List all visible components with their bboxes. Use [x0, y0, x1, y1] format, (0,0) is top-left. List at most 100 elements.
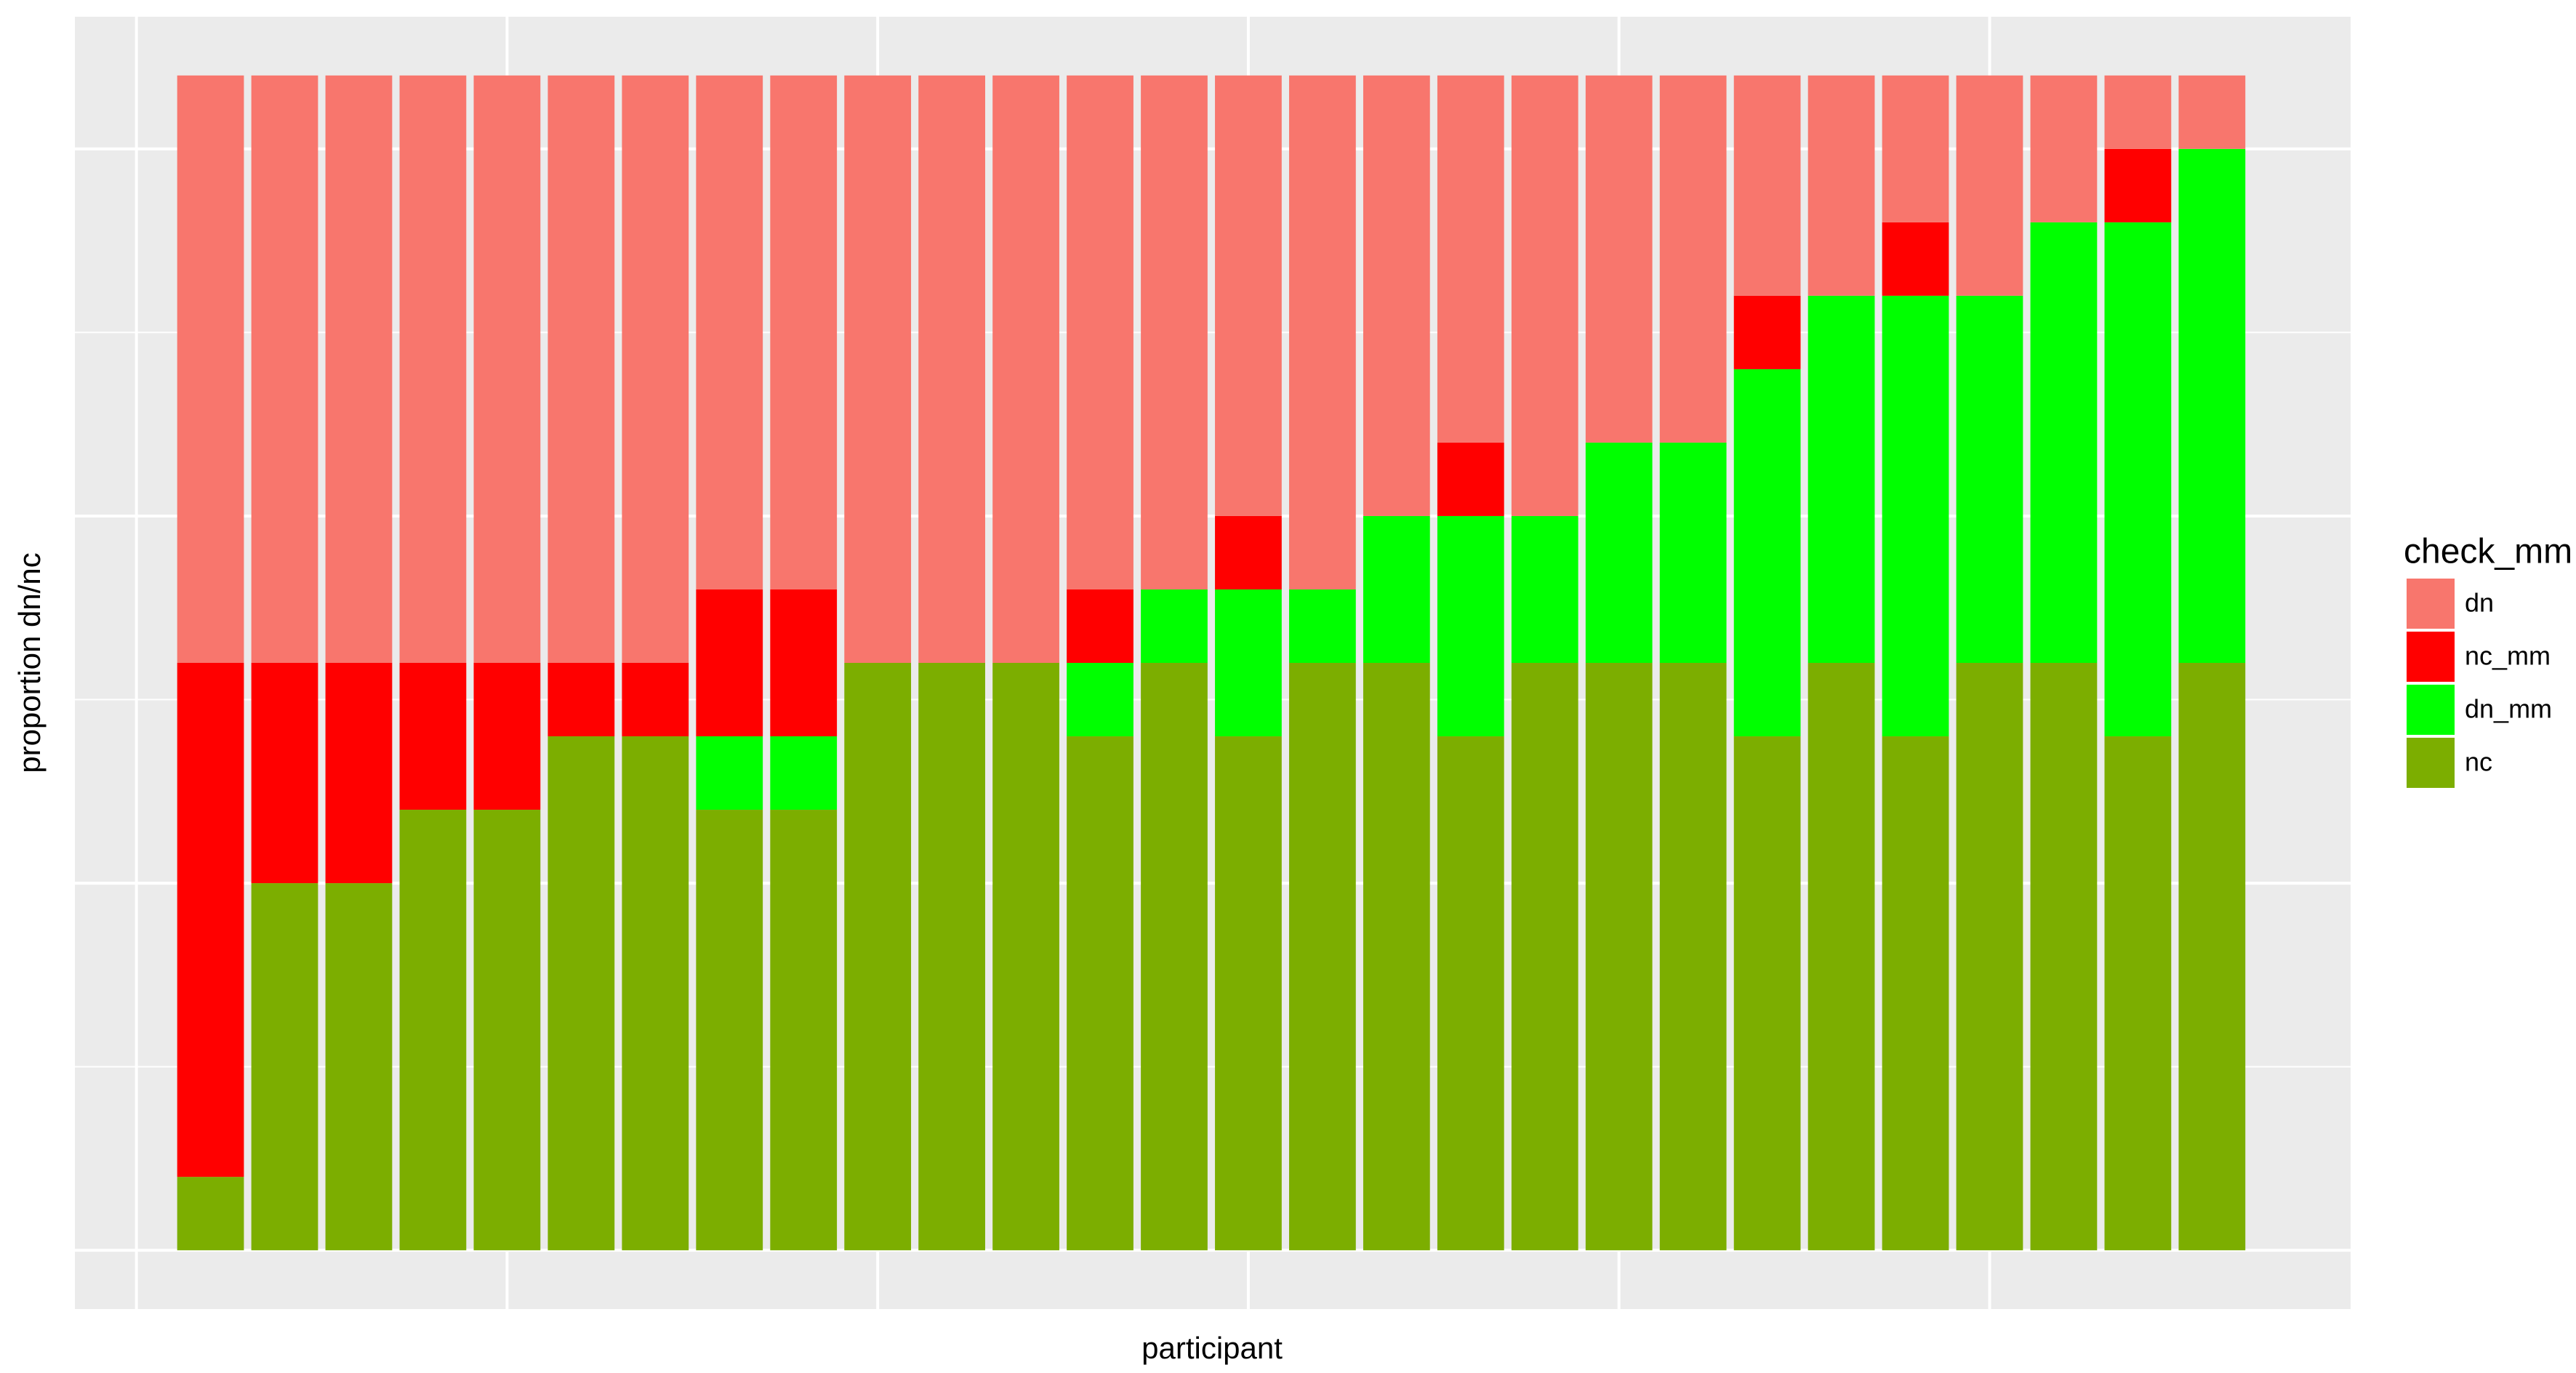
bar-segment — [1067, 663, 1133, 737]
bar-segment — [1215, 589, 1282, 737]
bar-segment — [1659, 663, 1727, 1251]
bar-segment — [1733, 75, 1801, 296]
bar-segment — [696, 75, 763, 589]
bar-segment — [918, 663, 985, 1251]
y-axis-label: proportion dn/nc — [12, 552, 47, 773]
legend-title: check_mm — [2404, 533, 2572, 571]
bar-segment — [1585, 75, 1653, 443]
bar-segment — [1067, 75, 1133, 589]
bar-segment — [1437, 515, 1504, 737]
bar-segment — [1215, 75, 1282, 516]
bar-segment — [1067, 589, 1133, 663]
bar-segment — [251, 75, 318, 664]
bar-segment — [547, 75, 615, 664]
bar-segment — [1289, 663, 1356, 1251]
bar-segment — [547, 736, 615, 1251]
bar-segment — [251, 663, 318, 884]
bar-segment — [1437, 442, 1504, 516]
bar-segment — [1511, 663, 1578, 1251]
bar-segment — [622, 75, 689, 664]
bar-segment — [473, 810, 541, 1251]
bar-segment — [325, 663, 393, 884]
legend-key — [2407, 632, 2455, 682]
bar-segment — [696, 589, 763, 737]
bar-segment — [1585, 663, 1653, 1251]
bar-segment — [1511, 515, 1578, 663]
bar-segment — [2104, 75, 2172, 149]
bar-segment — [992, 663, 1059, 1251]
bar-segment — [2030, 75, 2098, 222]
bar-segment — [177, 1177, 244, 1251]
bar-segment — [325, 75, 393, 664]
bar-segment — [1363, 515, 1430, 663]
legend-label: nc — [2465, 747, 2492, 777]
bar-segment — [1882, 295, 1949, 737]
bar-segment — [844, 75, 912, 664]
bar-segment — [1363, 663, 1430, 1251]
bar-segment — [1289, 75, 1356, 589]
bar-segment — [1363, 75, 1430, 516]
bar-segment — [1956, 663, 2023, 1251]
legend-label: dn — [2465, 588, 2494, 618]
bar-segment — [1807, 663, 1875, 1251]
bar-segment — [325, 883, 393, 1251]
bar-segment — [1882, 75, 1949, 222]
bar-segment — [2030, 222, 2098, 663]
bar-segment — [2104, 222, 2172, 737]
bar-segment — [2178, 148, 2246, 663]
bar-segment — [1733, 369, 1801, 737]
bar-segment — [2104, 148, 2172, 222]
bar-segment — [1882, 736, 1949, 1251]
bar-segment — [992, 75, 1059, 664]
bar-segment — [547, 663, 615, 737]
legend-key — [2407, 579, 2455, 629]
bar-segment — [1807, 75, 1875, 296]
bar-segment — [770, 736, 838, 810]
bar-segment — [1956, 295, 2023, 663]
bar-segment — [1733, 736, 1801, 1251]
bar-segment — [770, 810, 838, 1251]
legend-label: dn_mm — [2465, 694, 2552, 724]
bar-segment — [399, 663, 467, 810]
bar-segment — [2178, 663, 2246, 1251]
bar-segment — [1437, 736, 1504, 1251]
bar-segment — [918, 75, 985, 664]
bar-segment — [1289, 589, 1356, 663]
bar-segment — [177, 75, 244, 664]
bar-segment — [177, 663, 244, 1177]
bar-segment — [1585, 442, 1653, 663]
bar-segment — [1807, 295, 1875, 663]
bar-segment — [2030, 663, 2098, 1251]
bar-segment — [1956, 75, 2023, 296]
legend-key — [2407, 685, 2455, 735]
bar-segment — [1215, 515, 1282, 589]
legend-key — [2407, 738, 2455, 788]
bar-segment — [473, 663, 541, 810]
bar-segment — [1141, 75, 1208, 589]
bar-segment — [1141, 663, 1208, 1251]
bar-segment — [1437, 75, 1504, 443]
bar-segment — [622, 663, 689, 737]
x-axis-label: participant — [1141, 1331, 1283, 1365]
bar-segment — [844, 663, 912, 1251]
bar-segment — [770, 75, 838, 589]
bar-segment — [1733, 295, 1801, 369]
bar-segment — [473, 75, 541, 664]
bar-segment — [770, 589, 838, 737]
bar-segment — [1141, 589, 1208, 663]
bar-segment — [399, 810, 467, 1251]
bar-segment — [696, 810, 763, 1251]
bar-segment — [2104, 736, 2172, 1251]
bar-segment — [696, 736, 763, 810]
bar-segment — [251, 883, 318, 1251]
bar-segment — [1659, 442, 1727, 663]
bar-segment — [2178, 75, 2246, 149]
bar-segment — [1215, 736, 1282, 1251]
bar-segment — [1511, 75, 1578, 516]
bar-segment — [1659, 75, 1727, 443]
bar-segment — [1882, 222, 1949, 296]
bar-segment — [1067, 736, 1133, 1251]
bar-segment — [622, 736, 689, 1251]
legend-label: nc_mm — [2465, 641, 2551, 671]
